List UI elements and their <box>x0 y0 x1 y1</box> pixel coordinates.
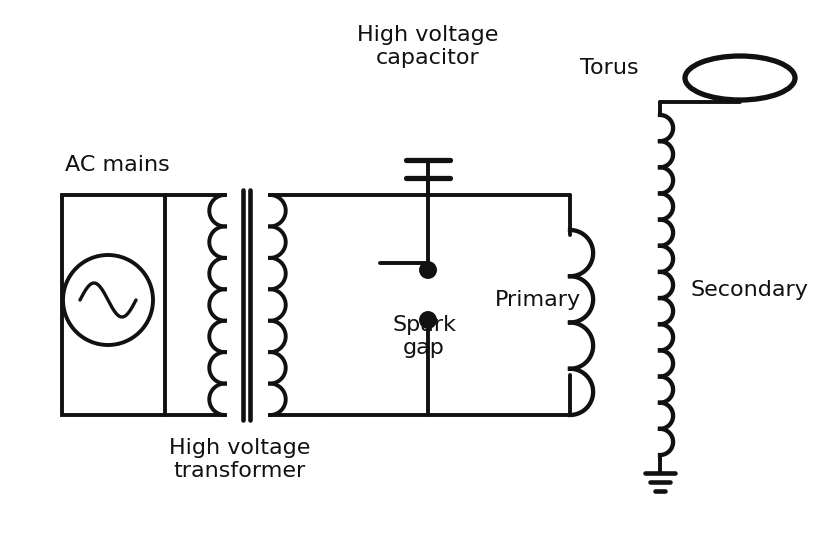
Circle shape <box>421 263 435 277</box>
Text: Primary: Primary <box>495 290 581 310</box>
Circle shape <box>421 313 435 327</box>
Bar <box>62 195 165 415</box>
Text: High voltage
transformer: High voltage transformer <box>170 438 311 481</box>
Text: Spark
gap: Spark gap <box>392 315 456 358</box>
Text: High voltage
capacitor: High voltage capacitor <box>357 25 499 68</box>
Text: AC mains: AC mains <box>65 155 170 175</box>
Ellipse shape <box>685 56 795 100</box>
Text: Torus: Torus <box>580 58 638 78</box>
Text: Secondary: Secondary <box>690 280 808 300</box>
